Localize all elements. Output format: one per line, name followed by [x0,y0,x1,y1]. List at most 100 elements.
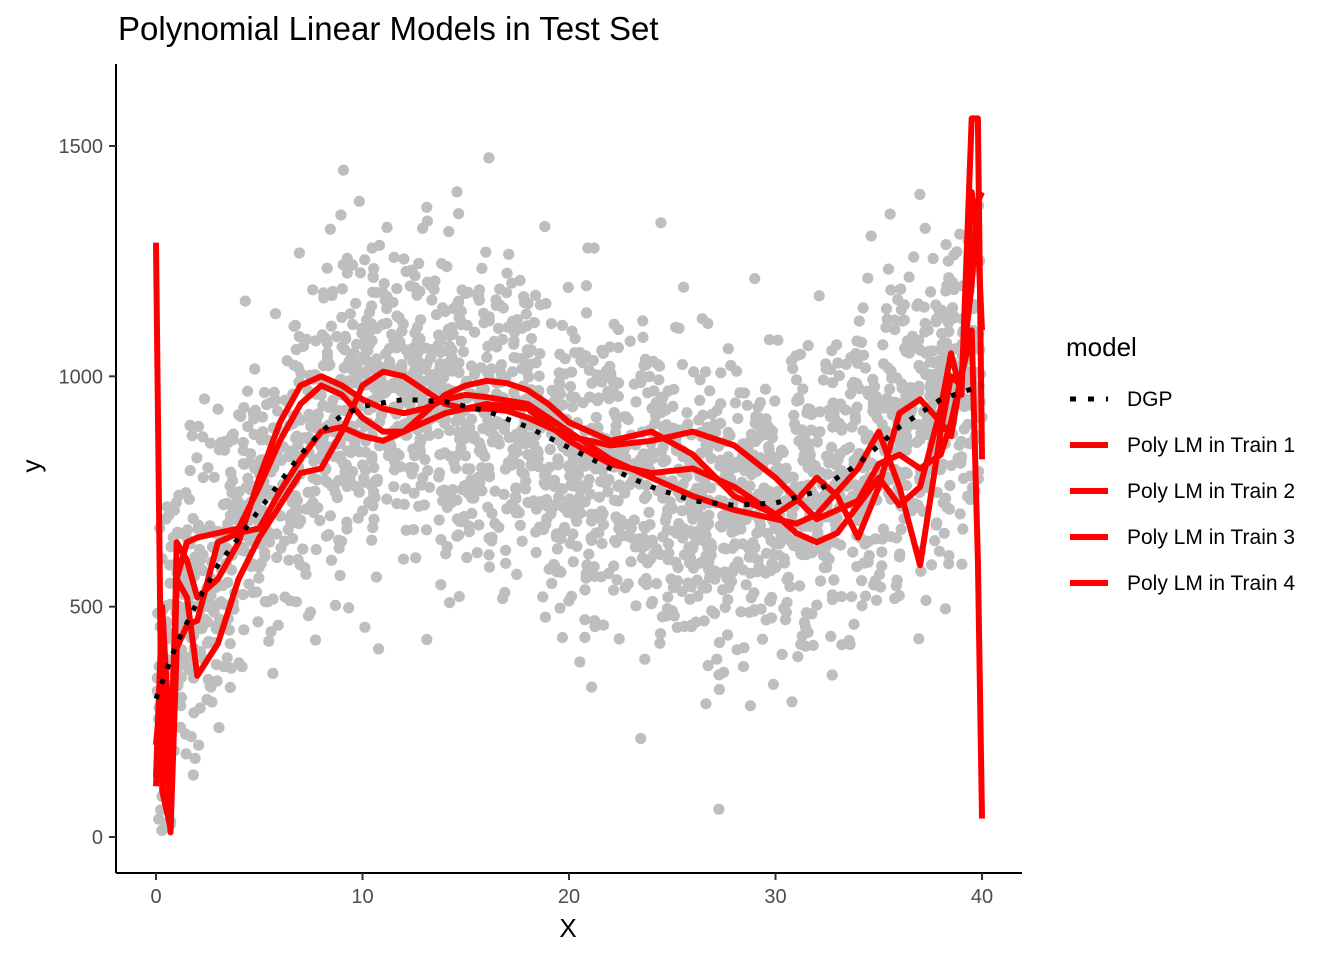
data-point [699,522,712,534]
data-point [201,637,213,649]
data-point [749,417,761,429]
data-point [839,444,852,456]
data-point [347,318,359,331]
data-point [455,305,467,317]
data-point [715,367,727,379]
data-point [434,379,446,391]
data-point [593,491,606,503]
data-point [776,444,788,456]
data-point [497,333,509,345]
y-tick-label: 1500 [59,136,104,158]
data-point [761,527,774,539]
data-point [612,480,624,492]
data-point [272,405,284,417]
data-point [189,752,201,765]
data-point [724,429,736,442]
data-point [192,523,204,535]
data-point [551,566,563,578]
data-point [514,519,526,531]
data-point [243,578,255,590]
data-point [692,590,704,602]
data-point [697,555,709,567]
data-point [713,803,725,815]
data-point [327,394,339,406]
data-point [895,304,907,316]
data-point [464,463,476,475]
data-point [339,330,351,342]
data-point [475,441,487,454]
data-point [533,370,545,382]
data-point [609,427,622,439]
data-point [185,731,197,743]
data-point [820,358,832,370]
data-point [499,586,511,599]
data-point [947,302,959,314]
data-point [682,418,694,430]
data-point [370,353,383,365]
data-point [920,347,932,359]
data-point [524,436,537,448]
data-point [508,352,520,364]
data-point [400,392,412,404]
data-point [534,348,546,360]
data-point [682,577,694,589]
data-point [630,396,642,408]
data-point [958,400,970,413]
data-point [370,571,382,583]
data-point [895,283,907,295]
data-point [940,239,952,251]
data-point [705,482,717,494]
x-axis-title: X [559,913,576,943]
data-point [486,531,498,544]
data-point [303,408,315,420]
data-point [569,391,581,403]
data-point [643,370,656,383]
data-point [619,487,631,499]
data-point [554,602,566,614]
data-point [469,326,481,338]
data-point [556,632,569,644]
data-point [681,407,693,419]
data-point [463,526,475,538]
data-point [224,681,236,694]
data-point [566,463,578,475]
data-point [366,454,378,466]
data-point [540,467,552,479]
data-point [193,543,206,556]
data-point [860,590,872,602]
data-point [473,519,485,531]
data-point [876,560,888,572]
data-point [294,414,307,426]
data-point [637,532,649,544]
data-point [639,653,651,665]
data-point [885,284,897,296]
data-point [257,426,269,438]
data-point [704,385,716,397]
data-point [248,413,260,425]
data-point [811,599,823,611]
data-point [503,431,515,444]
data-point [868,579,880,591]
data-point [237,436,249,449]
data-point [812,526,824,538]
data-point [202,616,214,628]
legend-title: model [1066,332,1137,362]
data-point [896,315,908,327]
data-point [388,251,400,263]
x-tick-label: 0 [150,886,161,908]
data-point [453,591,465,603]
data-point [593,370,606,382]
data-point [227,434,239,446]
data-point [498,488,510,500]
data-point [545,318,558,330]
data-point [465,474,477,486]
data-point [697,409,709,421]
data-point [719,601,731,614]
data-point [877,523,890,535]
data-point [590,411,602,423]
data-point [766,558,778,570]
data-point [843,634,855,647]
data-point [182,524,194,536]
data-point [302,486,314,498]
data-point [668,610,680,622]
